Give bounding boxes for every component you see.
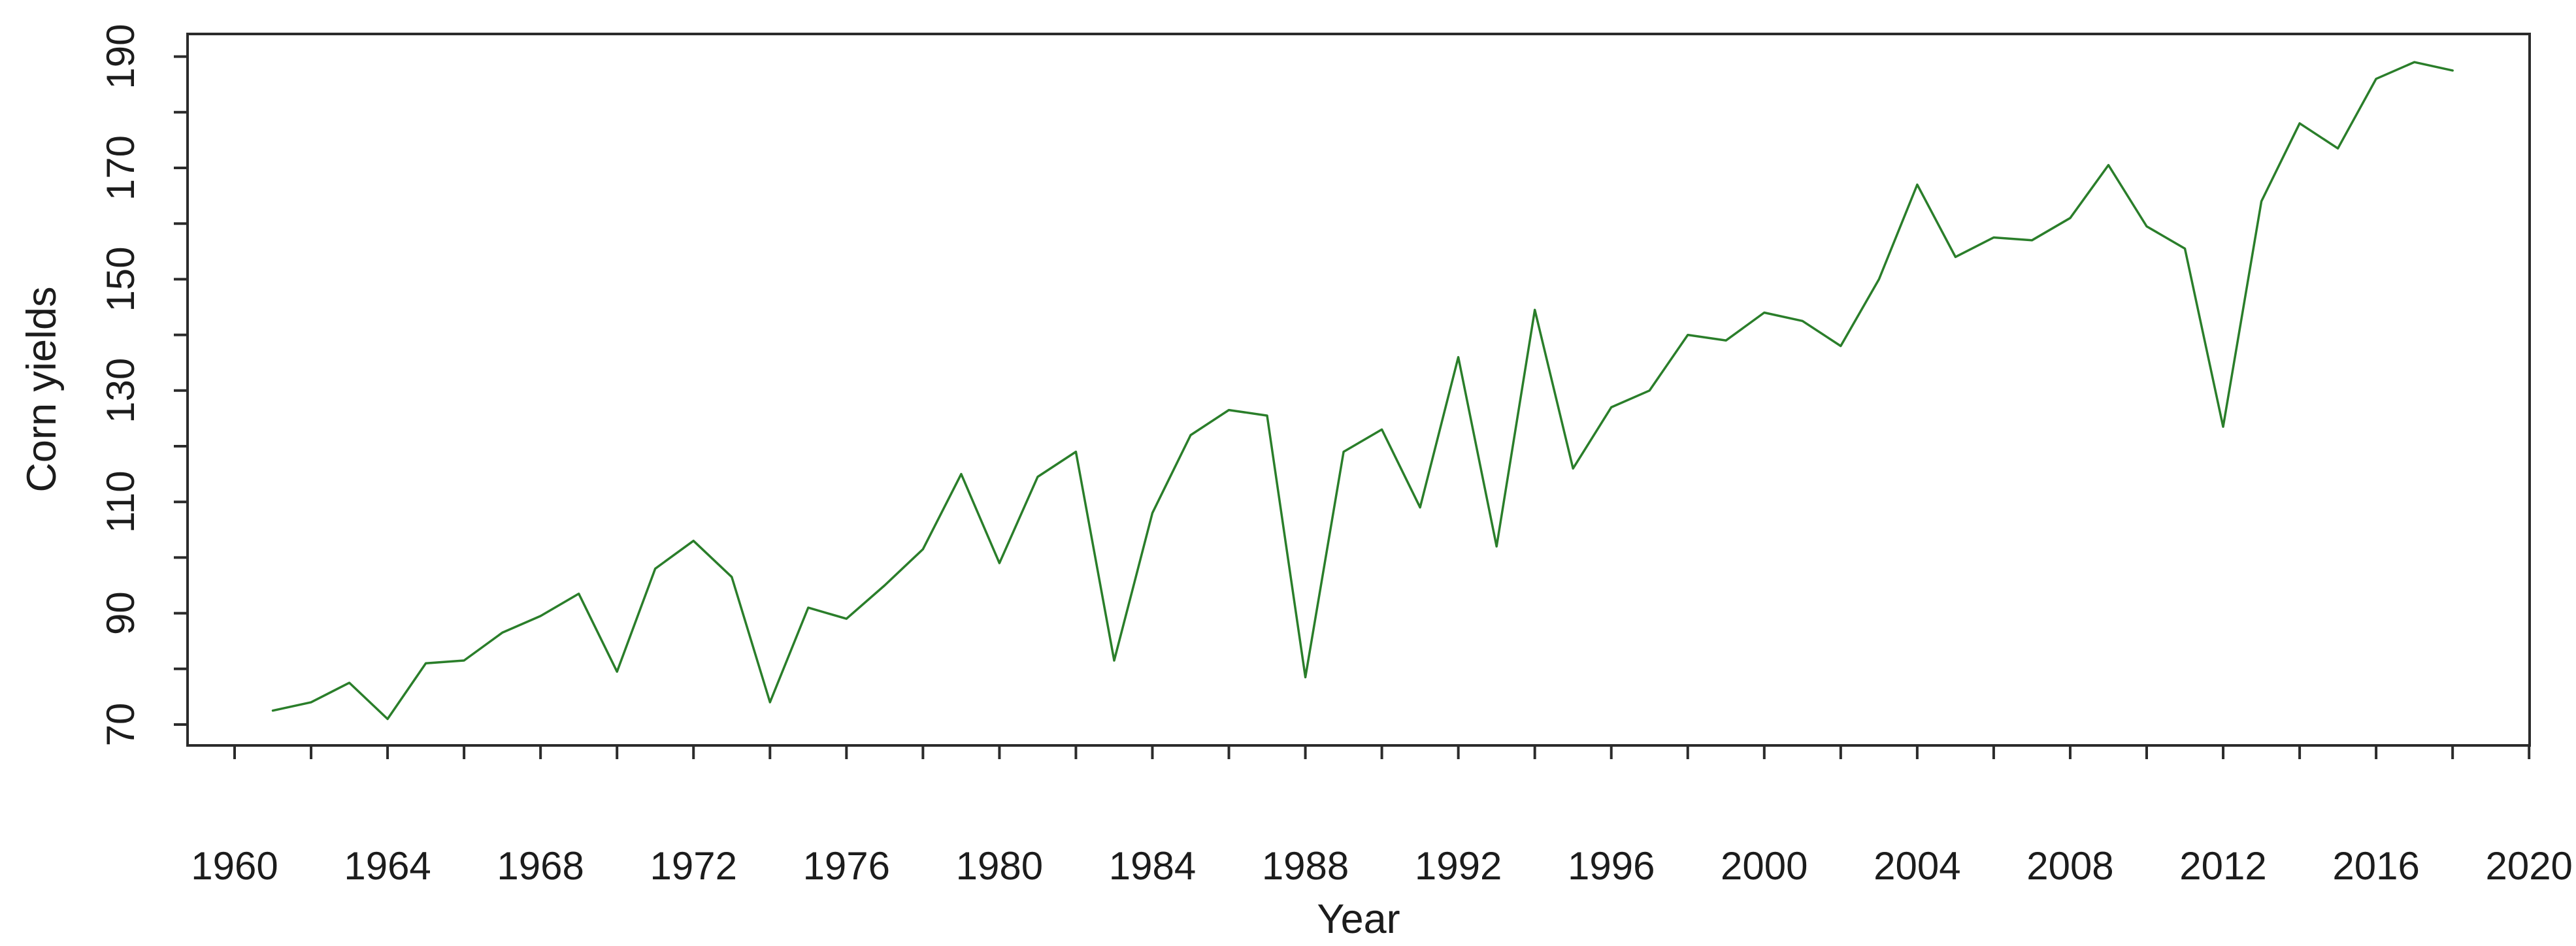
x-axis-tick-label: 1980 <box>956 844 1043 888</box>
y-axis-tick-label: 150 <box>99 246 142 312</box>
corn-yields-series-line <box>271 61 2454 721</box>
x-axis-tick-label: 2012 <box>2179 844 2266 888</box>
x-axis-tick-label: 1972 <box>650 844 736 888</box>
x-axis-tick-label: 2008 <box>2026 844 2113 888</box>
x-axis-tick-label: 1976 <box>803 844 890 888</box>
x-axis-tick-label: 2016 <box>2332 844 2419 888</box>
x-axis-tick-label: 1960 <box>191 844 278 888</box>
x-axis-tick-label: 2004 <box>1874 844 1960 888</box>
x-axis-tick-label: 1984 <box>1109 844 1196 888</box>
y-axis-tick-label: 90 <box>99 591 142 635</box>
y-axis-tick-label: 170 <box>99 135 142 201</box>
plot-border <box>186 33 2531 747</box>
x-axis-tick-label: 1992 <box>1415 844 1502 888</box>
x-axis-title: Year <box>1317 896 1400 942</box>
y-axis-tick-label: 110 <box>99 470 142 533</box>
x-axis-tick-label: 1996 <box>1568 844 1655 888</box>
y-axis-tick-label: 70 <box>99 703 142 747</box>
y-axis-tick-label: 190 <box>99 24 142 90</box>
y-axis-title: Corn yields <box>19 286 65 492</box>
x-axis-tick-label: 1988 <box>1262 844 1349 888</box>
x-axis-tick-label: 1968 <box>497 844 584 888</box>
y-axis-tick-label: 130 <box>99 358 142 423</box>
x-axis-tick-label: 2020 <box>2485 844 2572 888</box>
x-axis-tick-label: 1964 <box>344 844 431 888</box>
x-axis-tick-label: 2000 <box>1721 844 1808 888</box>
